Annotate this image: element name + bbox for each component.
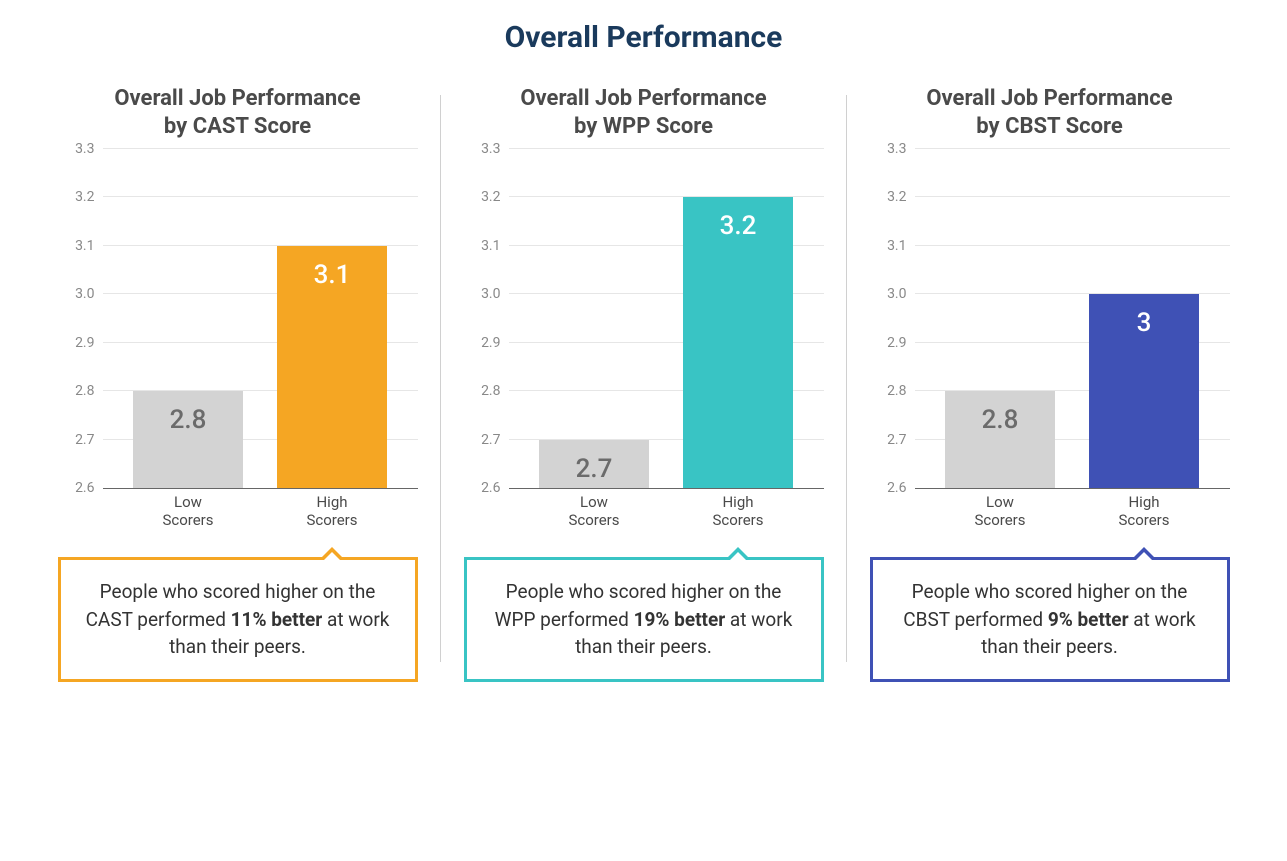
x-label-high: HighScorers xyxy=(277,489,387,529)
bar: 3.1 xyxy=(277,246,387,488)
y-tick-label: 3.2 xyxy=(481,189,508,205)
y-tick-label: 3.2 xyxy=(887,189,914,205)
chart-title-line1: Overall Job Performance xyxy=(114,86,360,111)
bar-value-label: 3.2 xyxy=(683,211,793,241)
x-label-low: LowScorers xyxy=(539,489,649,529)
bars: 2.8 3.1 xyxy=(103,149,418,488)
y-tick-label: 3.3 xyxy=(75,141,102,157)
bar-value-label: 2.7 xyxy=(539,454,649,484)
bar-low: 2.8 xyxy=(945,149,1055,488)
y-tick-label: 2.7 xyxy=(481,432,508,448)
x-label-high: HighScorers xyxy=(1089,489,1199,529)
y-tick-label: 3.1 xyxy=(481,238,508,254)
plot: 2.62.72.82.93.03.13.23.3 2.73.2 xyxy=(509,149,824,489)
y-tick-label: 2.8 xyxy=(75,383,102,399)
y-tick-label: 2.8 xyxy=(481,383,508,399)
callout-arrow-inner xyxy=(322,552,342,562)
bars: 2.83 xyxy=(915,149,1230,488)
chart-title-line2: by CBST Score xyxy=(976,114,1122,139)
x-label-low: LowScorers xyxy=(945,489,1055,529)
y-tick-label: 2.9 xyxy=(75,335,102,351)
bar: 2.7 xyxy=(539,440,649,488)
chart-title-line2: by CAST Score xyxy=(164,114,311,139)
y-tick-label: 3.3 xyxy=(481,141,508,157)
chart-title: Overall Job Performance by WPP Score xyxy=(520,85,766,141)
callout-bold: 19% better xyxy=(634,608,726,631)
bar-high: 3.2 xyxy=(683,149,793,488)
bar: 2.8 xyxy=(133,391,243,488)
y-tick-label: 2.9 xyxy=(481,335,508,351)
callout: People who scored higher on the CBST per… xyxy=(870,557,1230,682)
bar: 2.8 xyxy=(945,391,1055,488)
y-tick-label: 2.7 xyxy=(75,432,102,448)
callout-bold: 11% better xyxy=(231,608,323,631)
x-label-low: LowScorers xyxy=(133,489,243,529)
y-tick-label: 2.6 xyxy=(75,480,102,496)
chart-title-line1: Overall Job Performance xyxy=(520,86,766,111)
chart-area: 2.62.72.82.93.03.13.23.3 2.83.1 LowScore… xyxy=(58,149,418,529)
bar-high: 3.1 xyxy=(277,149,387,488)
bars: 2.7 3.2 xyxy=(509,149,824,488)
callout-bold: 9% better xyxy=(1048,608,1129,631)
plot: 2.62.72.82.93.03.13.23.3 2.83.1 xyxy=(103,149,418,489)
y-tick-label: 3.1 xyxy=(887,238,914,254)
y-tick-label: 3.0 xyxy=(75,286,102,302)
x-labels: LowScorers HighScorers xyxy=(509,489,824,529)
chart-panel-wpp: Overall Job Performance by WPP Score 2.6… xyxy=(441,85,846,682)
x-label-high-text: HighScorers xyxy=(712,493,763,529)
chart-title-line2: by WPP Score xyxy=(574,114,713,139)
chart-area: 2.62.72.82.93.03.13.23.3 2.73.2 LowScore… xyxy=(464,149,824,529)
bar: 3 xyxy=(1089,294,1199,488)
chart-area: 2.62.72.82.93.03.13.23.3 2.83 LowScorers… xyxy=(870,149,1230,529)
x-label-low-text: LowScorers xyxy=(568,493,619,529)
charts-row: Overall Job Performance by CAST Score 2.… xyxy=(0,85,1287,682)
callout: People who scored higher on the CAST per… xyxy=(58,557,418,682)
y-tick-label: 3.0 xyxy=(481,286,508,302)
x-label-high-text: HighScorers xyxy=(1118,493,1169,529)
bar-value-label: 3 xyxy=(1089,308,1199,338)
x-label-low-text: LowScorers xyxy=(974,493,1025,529)
bar-value-label: 3.1 xyxy=(277,260,387,290)
chart-title-line1: Overall Job Performance xyxy=(926,86,1172,111)
bar-high: 3 xyxy=(1089,149,1199,488)
callout: People who scored higher on the WPP perf… xyxy=(464,557,824,682)
x-label-high: HighScorers xyxy=(683,489,793,529)
y-tick-label: 3.1 xyxy=(75,238,102,254)
x-labels: LowScorers HighScorers xyxy=(103,489,418,529)
bar-low: 2.8 xyxy=(133,149,243,488)
y-tick-label: 3.0 xyxy=(887,286,914,302)
y-tick-label: 3.2 xyxy=(75,189,102,205)
y-tick-label: 3.3 xyxy=(887,141,914,157)
bar-value-label: 2.8 xyxy=(945,405,1055,435)
y-tick-label: 2.7 xyxy=(887,432,914,448)
y-tick-label: 2.6 xyxy=(481,480,508,496)
callout-arrow-inner xyxy=(1134,552,1154,562)
bar: 3.2 xyxy=(683,197,793,488)
y-tick-label: 2.9 xyxy=(887,335,914,351)
chart-panel-cbst: Overall Job Performance by CBST Score 2.… xyxy=(847,85,1252,682)
x-label-low-text: LowScorers xyxy=(162,493,213,529)
chart-title: Overall Job Performance by CBST Score xyxy=(926,85,1172,141)
chart-title: Overall Job Performance by CAST Score xyxy=(114,85,360,141)
bar-low: 2.7 xyxy=(539,149,649,488)
x-label-high-text: HighScorers xyxy=(306,493,357,529)
y-tick-label: 2.8 xyxy=(887,383,914,399)
callout-arrow-inner xyxy=(728,552,748,562)
plot: 2.62.72.82.93.03.13.23.3 2.83 xyxy=(915,149,1230,489)
chart-panel-cast: Overall Job Performance by CAST Score 2.… xyxy=(35,85,440,682)
bar-value-label: 2.8 xyxy=(133,405,243,435)
x-labels: LowScorers HighScorers xyxy=(915,489,1230,529)
main-title: Overall Performance xyxy=(0,20,1287,55)
y-tick-label: 2.6 xyxy=(887,480,914,496)
